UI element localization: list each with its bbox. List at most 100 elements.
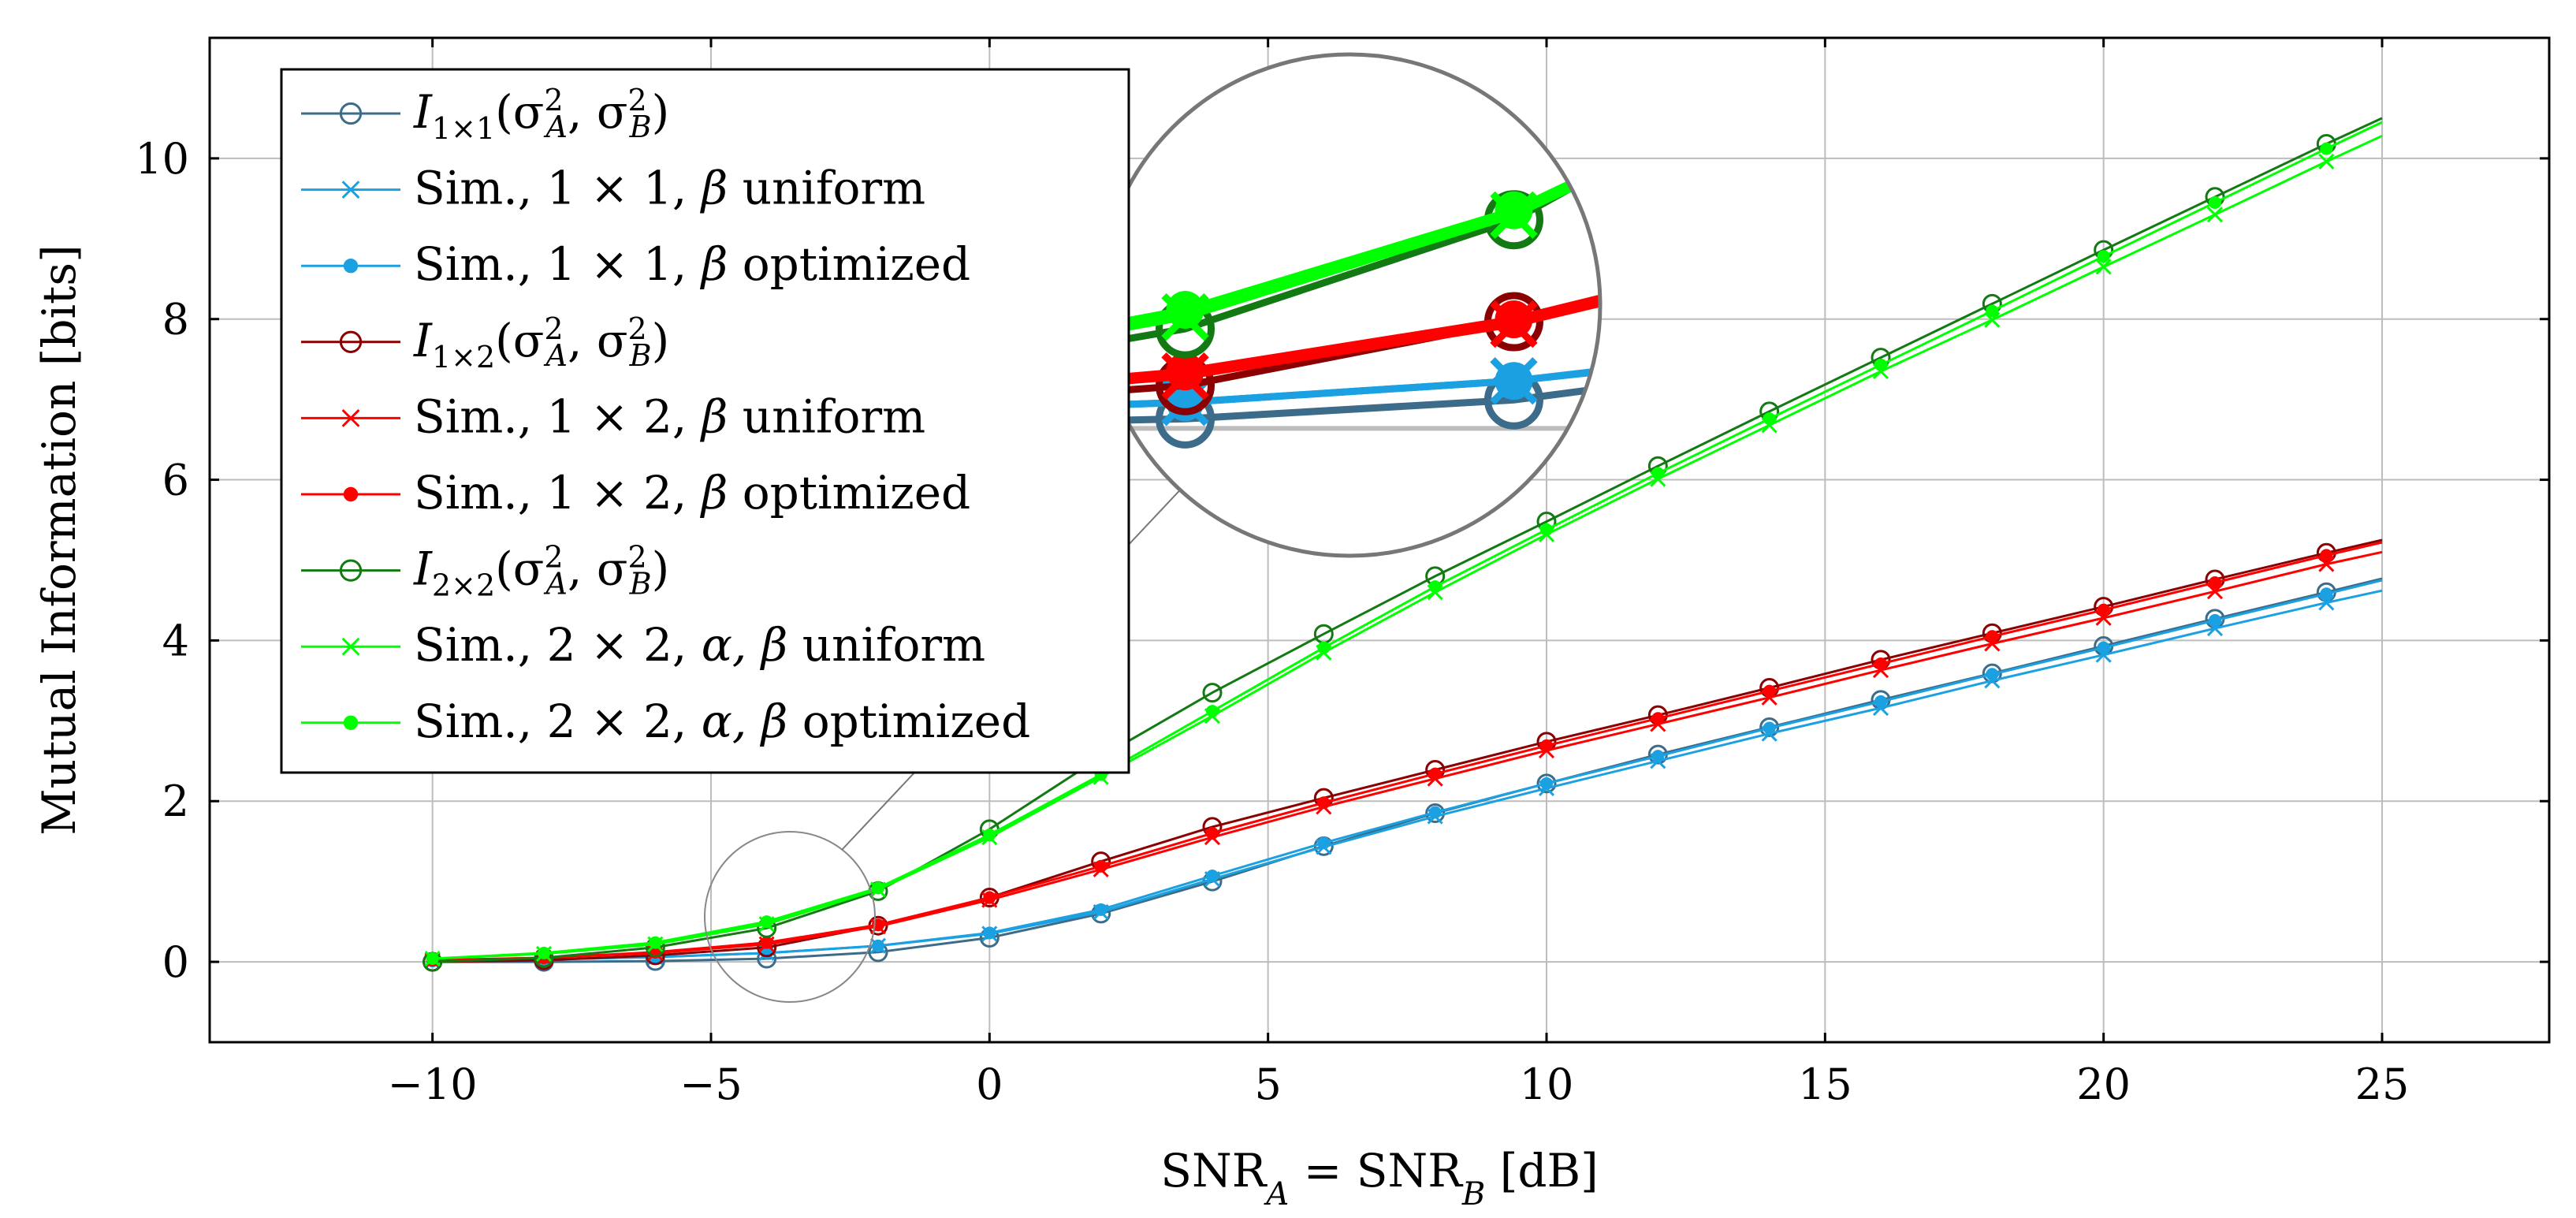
legend-box — [280, 68, 1130, 774]
data-point — [872, 939, 884, 952]
data-point — [649, 936, 662, 949]
legend-label: I1×2(σ2 A, σ2 B) — [413, 311, 669, 374]
legend-entry-1: I1×1(σ2 A, σ2 B) — [301, 83, 669, 146]
y-tick-label: 8 — [162, 295, 189, 345]
data-point — [2209, 576, 2221, 590]
legend-label: Sim., 1 × 2, β optimized — [414, 466, 970, 520]
legend-entry-3: Sim., 1 × 1, β optimized — [301, 237, 970, 291]
axis-ticks: −10 −5 0 5 10 15 20 25 0 2 4 6 8 10 — [135, 38, 2549, 1109]
legend-label: Sim., 1 × 1, β uniform — [414, 162, 925, 215]
lens-series-6 — [1099, 54, 1600, 427]
data-point — [1874, 358, 1887, 371]
data-point — [343, 486, 359, 502]
y-tick-label: 10 — [135, 134, 189, 184]
data-point — [1094, 859, 1107, 873]
data-point — [1540, 777, 1553, 790]
y-tick-label: 6 — [162, 456, 189, 505]
data-point — [1206, 827, 1219, 840]
y-axis-label: Mutual Information [bits] — [32, 244, 86, 836]
data-point — [1986, 630, 1999, 643]
data-point — [1495, 300, 1533, 339]
y-tick-label: 2 — [162, 777, 189, 826]
data-point — [2320, 587, 2333, 601]
data-point — [1428, 580, 1442, 594]
legend-entry-9: Sim., 2 × 2, α, β optimized — [301, 695, 1030, 748]
data-point — [760, 915, 773, 929]
y-tick-label: 0 — [162, 937, 189, 987]
legend-entry-4: I1×2(σ2 A, σ2 B) — [301, 311, 669, 374]
series-9 — [426, 121, 2383, 966]
legend: I1×1(σ2 A, σ2 B) Sim., 1 × 1, β uniform Sim.… — [280, 68, 1130, 774]
data-point — [1317, 836, 1331, 850]
legend-entry-2: Sim., 1 × 1, β uniform — [301, 162, 925, 215]
data-point — [1536, 773, 1557, 794]
data-point — [341, 637, 360, 656]
legend-label: Sim., 2 × 2, α, β optimized — [414, 695, 1030, 748]
data-point — [339, 102, 363, 125]
series-7 — [423, 117, 2383, 972]
y-tick-label: 4 — [162, 616, 189, 665]
series-line — [432, 117, 2383, 963]
x-tick-label: 0 — [976, 1060, 1003, 1109]
data-point — [2097, 603, 2110, 616]
data-point — [1317, 796, 1331, 810]
data-point — [2318, 153, 2335, 170]
data-point — [426, 952, 439, 966]
data-point — [983, 926, 996, 940]
data-point — [2320, 142, 2333, 155]
lens-series-9 — [1099, 54, 1600, 423]
legend-label: I2×2(σ2 A, σ2 B) — [413, 540, 669, 603]
x-tick-label: −10 — [388, 1060, 478, 1109]
x-axis-label: SNRA = SNRB [dB] — [1160, 1144, 1599, 1212]
x-tick-label: −5 — [679, 1060, 743, 1109]
data-point — [1202, 683, 1223, 703]
data-point — [1540, 739, 1553, 752]
data-point — [1166, 291, 1204, 330]
data-point — [1874, 657, 1887, 670]
data-point — [1874, 695, 1887, 708]
legend-label: Sim., 2 × 2, α, β uniform — [414, 618, 985, 672]
data-point — [872, 881, 884, 895]
data-point — [1495, 362, 1533, 400]
x-tick-label: 25 — [2355, 1060, 2410, 1109]
data-point — [538, 946, 550, 959]
data-point — [1495, 191, 1533, 229]
data-point — [1166, 352, 1204, 391]
data-point — [1206, 705, 1219, 718]
data-point — [760, 936, 773, 949]
data-point — [983, 829, 996, 842]
lens-series-line — [1099, 54, 1600, 432]
x-tick-label: 10 — [1520, 1060, 1574, 1109]
x-tick-label: 20 — [2076, 1060, 2131, 1109]
data-point — [1428, 806, 1442, 819]
data-point — [1651, 750, 1665, 763]
data-point — [343, 715, 359, 730]
data-point — [1540, 523, 1553, 536]
data-point — [1759, 717, 1780, 737]
data-point — [341, 408, 360, 427]
data-point — [339, 330, 363, 353]
data-point — [1763, 412, 1776, 426]
legend-label: I1×1(σ2 A, σ2 B) — [413, 83, 669, 146]
legend-entry-5: Sim., 1 × 2, β uniform — [301, 389, 925, 443]
magnifier-lens — [1096, 52, 1603, 558]
data-point — [1317, 641, 1331, 654]
data-point — [2095, 259, 2112, 275]
legend-entry-7: I2×2(σ2 A, σ2 B) — [301, 540, 669, 603]
data-point — [1763, 721, 1776, 735]
plot-frame — [208, 36, 2551, 1044]
data-point — [341, 181, 360, 199]
data-point — [1428, 767, 1442, 780]
data-point — [1206, 870, 1219, 883]
data-point — [983, 891, 996, 904]
data-point — [2097, 250, 2110, 263]
data-point — [1986, 668, 1999, 681]
legend-label: Sim., 1 × 1, β optimized — [414, 237, 970, 291]
data-point — [2097, 641, 2110, 654]
legend-entry-6: Sim., 1 × 2, β optimized — [301, 466, 970, 520]
data-point — [1651, 467, 1665, 480]
data-point — [343, 259, 359, 274]
data-point — [339, 559, 363, 582]
data-point — [2320, 549, 2333, 562]
